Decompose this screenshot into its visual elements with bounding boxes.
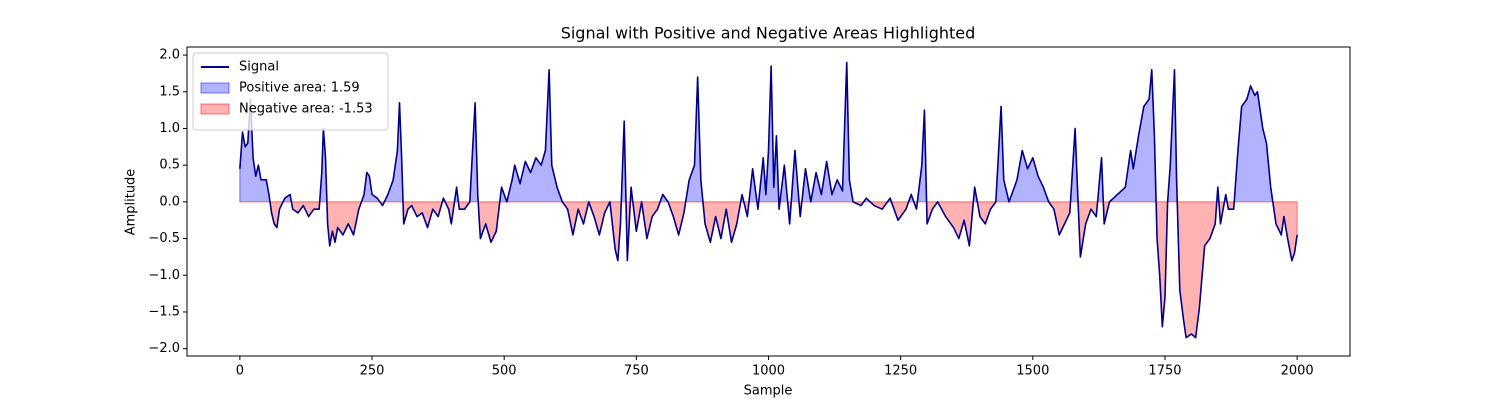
x-tick-label: 1000 [752,364,785,379]
y-tick-label: −1.0 [148,268,180,283]
legend-label: Signal [239,60,279,75]
y-tick-label: −2.0 [148,341,180,356]
x-tick-label: 1500 [1016,364,1049,379]
x-tick-label: 750 [624,364,649,379]
legend-label: Positive area: 1.59 [239,81,360,96]
y-tick-label: 0.0 [159,194,180,209]
x-tick-label: 0 [236,364,244,379]
y-tick-label: 1.5 [159,84,180,99]
legend-patch [200,82,230,94]
x-tick-label: 1250 [884,364,917,379]
x-tick-label: 250 [360,364,385,379]
legend-label: Negative area: -1.53 [239,102,373,117]
y-axis-label: Amplitude [124,169,139,236]
signal-line [239,61,1298,339]
y-tick-label: −0.5 [148,231,180,246]
x-tick-label: 500 [492,364,517,379]
legend-box [192,52,389,131]
x-tick-label: 1750 [1148,364,1181,379]
chart-title: Signal with Positive and Negative Areas … [561,24,976,43]
x-tick-label: 2000 [1281,364,1314,379]
y-tick-label: −1.5 [148,304,180,319]
y-tick-label: 0.5 [159,158,180,173]
y-tick-label: 2.0 [159,48,180,63]
y-tick-label: 1.0 [159,121,180,136]
legend-patch [200,103,230,115]
x-axis-label: Sample [744,384,793,399]
